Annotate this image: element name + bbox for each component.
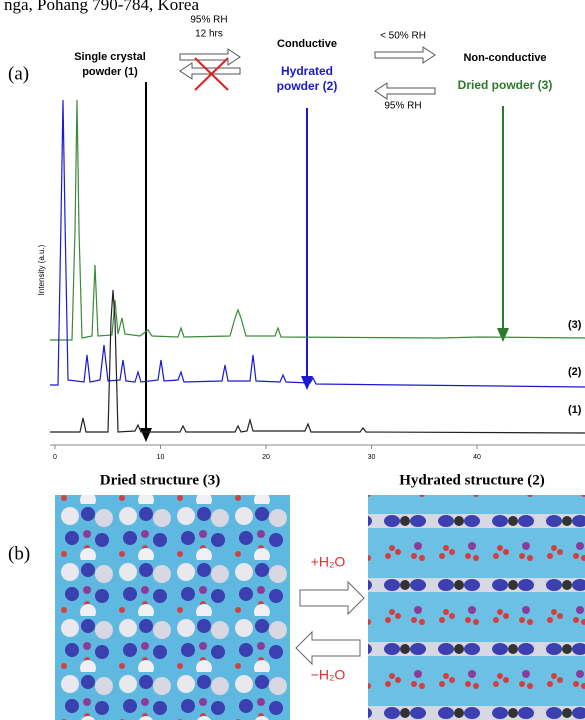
xrd-trace <box>50 289 585 434</box>
cross <box>194 57 229 91</box>
panel-label: (b) <box>8 543 30 564</box>
condition: 95% RH <box>190 15 227 26</box>
state-label: Non-conductive <box>463 52 546 64</box>
process-label: −H₂O <box>311 667 346 683</box>
state-label: Single crystal <box>74 51 146 63</box>
x-tick-label: 10 <box>157 454 165 461</box>
condition: < 50% RH <box>380 31 426 42</box>
header-fragment: nga, Pohang 790-784, Korea <box>4 0 199 14</box>
arrow <box>179 48 241 66</box>
y-axis-label: Intensity (a.u.) <box>37 244 46 295</box>
xrd-trace <box>50 99 585 341</box>
arrow <box>374 82 436 100</box>
trace-label: (2) <box>568 366 582 378</box>
state-label: powder (1) <box>82 66 138 78</box>
condition: 12 hrs <box>195 29 223 40</box>
x-tick-label: 30 <box>368 454 376 461</box>
pointer-head <box>497 328 509 342</box>
state-label: Conductive <box>277 38 337 50</box>
x-tick-label: 20 <box>262 454 270 461</box>
x-tick-label: 40 <box>473 454 481 461</box>
pointer-head <box>140 428 152 442</box>
arrow <box>299 580 365 616</box>
x-tick-label: 0 <box>53 454 57 461</box>
trace-label: (1) <box>568 404 582 416</box>
structure-title: Dried structure (3) <box>100 472 221 488</box>
arrow <box>374 46 436 64</box>
panel-label: (a) <box>8 63 29 84</box>
arrow <box>295 630 361 666</box>
x-ticks: 0 10 20 30 40 <box>53 445 481 461</box>
condition: 95% RH <box>384 101 421 112</box>
process-label: +H₂O <box>311 554 346 570</box>
trace-label: (3) <box>568 319 582 331</box>
structure-image <box>55 495 290 720</box>
state-label: powder (2) <box>277 79 338 93</box>
structure-title: Hydrated structure (2) <box>399 472 545 488</box>
state-label: Hydrated <box>281 64 333 78</box>
xrd-trace <box>50 99 585 388</box>
arrow <box>179 62 241 80</box>
structure-image <box>368 495 585 720</box>
state-label: Dried powder (3) <box>458 78 553 92</box>
